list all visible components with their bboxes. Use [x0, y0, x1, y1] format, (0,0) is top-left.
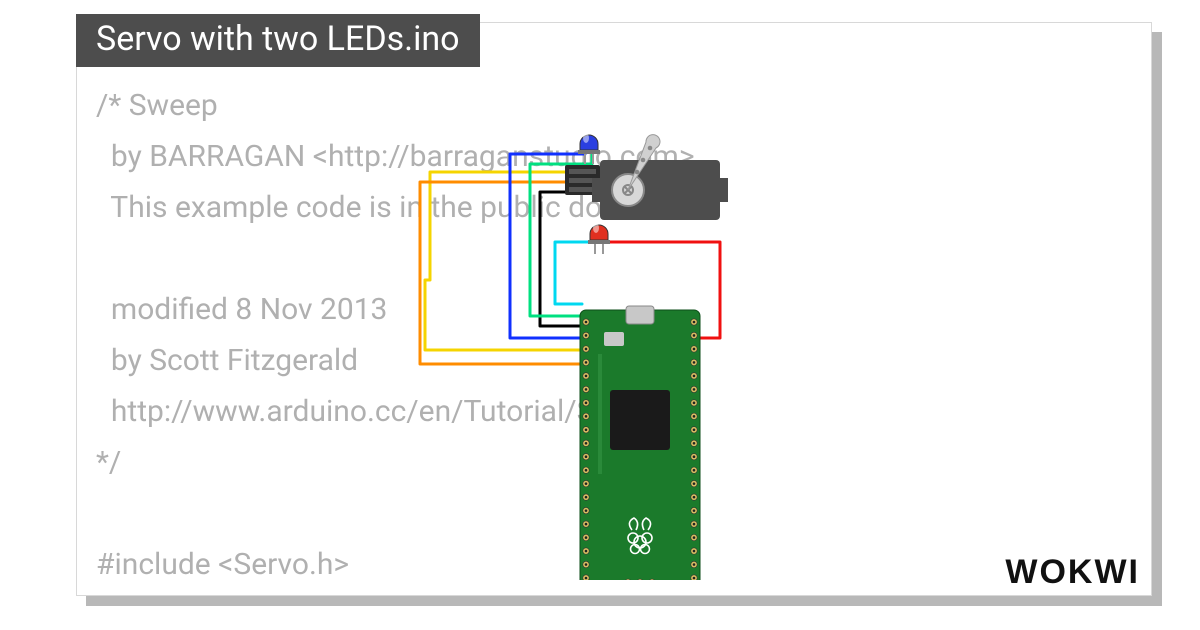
servo-motor — [592, 135, 728, 220]
led-red-icon — [588, 223, 610, 254]
wokwi-logo-text: WOKWI — [1005, 553, 1140, 591]
file-title-text: Servo with two LEDs.ino — [96, 19, 460, 59]
file-title-tab: Servo with two LEDs.ino — [76, 14, 480, 67]
circuit-diagram — [370, 120, 820, 580]
wokwi-logo: WOKWI — [1005, 553, 1140, 592]
raspberry-pi-pico-icon — [580, 306, 700, 580]
led-blue-icon — [578, 133, 600, 164]
